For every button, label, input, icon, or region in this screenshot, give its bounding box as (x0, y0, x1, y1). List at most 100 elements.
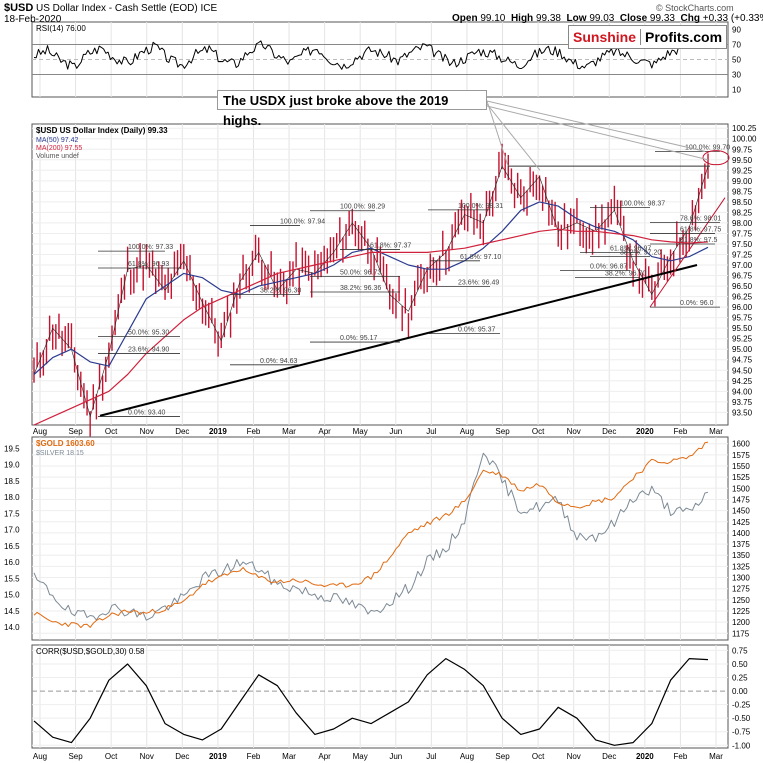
fib-label: 61.8%: 97.10 (460, 254, 501, 261)
corr-y-tick: -0.50 (732, 714, 751, 723)
corr-y-tick: 0.75 (732, 646, 748, 655)
rsi-y-tick: 30 (732, 71, 741, 80)
chart-date: 18-Feb-2020 (4, 14, 62, 25)
support-trendline (99, 264, 698, 417)
gold-y-tick: 1475 (732, 495, 750, 504)
x-tick-label-usd: Dec (175, 427, 189, 436)
usd-y-tick: 98.75 (732, 187, 753, 196)
silver-y-tick: 19.0 (4, 461, 20, 470)
short-trendline (649, 197, 726, 308)
x-tick-label-corr: Mar (709, 752, 723, 761)
usd-y-tick: 97.50 (732, 240, 753, 249)
x-tick-label-usd: Aug (33, 427, 47, 436)
x-tick-label-usd: Oct (105, 427, 118, 436)
corr-y-tick: 0.50 (732, 660, 748, 669)
copyright: © StockCharts.com (656, 3, 734, 13)
fib-label: 0.0%: 96.0 (680, 300, 714, 307)
gold-y-tick: 1375 (732, 540, 750, 549)
gold-y-tick: 1450 (732, 507, 750, 516)
silver-y-tick: 16.5 (4, 542, 20, 551)
fib-label: 0.0%: 95.17 (340, 335, 377, 342)
usd-y-tick: 97.75 (732, 229, 753, 238)
sunshine-profits-logo: Sunshine Profits.com (568, 25, 728, 49)
x-tick-label-usd: Dec (602, 427, 616, 436)
fib-label: 100.0%: 97.33 (128, 244, 173, 251)
x-tick-label-corr: Nov (140, 752, 154, 761)
silver-y-tick: 18.5 (4, 477, 20, 486)
silver-legend: $SILVER 18.15 (36, 450, 84, 457)
fib-label: 23.6%: 96.49 (458, 279, 499, 286)
gold-y-tick: 1400 (732, 529, 750, 538)
rsi-line (33, 36, 709, 70)
fib-label: 100.0%: 98.29 (340, 204, 385, 211)
rsi-y-tick: 70 (732, 41, 741, 50)
usd-y-tick: 93.50 (732, 408, 753, 417)
callout-pointer (486, 105, 709, 161)
x-tick-label-usd: Sep (495, 427, 510, 436)
corr-y-tick: 0.25 (732, 674, 748, 683)
fib-label: 61.8%: 96.93 (128, 261, 169, 268)
x-tick-label-usd: Sep (68, 427, 83, 436)
usd-y-tick: 95.50 (732, 324, 753, 333)
x-tick-label-corr: Sep (495, 752, 510, 761)
fib-label: 38.2%: 96.36 (340, 285, 381, 292)
gold-y-tick: 1350 (732, 551, 750, 560)
usd-y-tick: 96.50 (732, 282, 753, 291)
fib-label: 61.8%: 96.97 (610, 245, 651, 252)
usd-y-tick: 98.50 (732, 198, 753, 207)
silver-line (33, 452, 709, 621)
gold-y-tick: 1600 (732, 440, 750, 449)
x-tick-label-usd: Feb (247, 427, 261, 436)
usd-y-tick: 97.25 (732, 251, 753, 260)
breakout-highlight (702, 150, 730, 166)
usd-y-tick: 98.00 (732, 219, 753, 228)
usd-y-tick: 99.00 (732, 177, 753, 186)
gold-y-tick: 1550 (732, 462, 750, 471)
corr-line (33, 657, 709, 746)
rsi-title: RSI(14) 76.00 (36, 24, 86, 33)
x-tick-label-corr: Nov (567, 752, 581, 761)
gold-y-tick: 1525 (732, 473, 750, 482)
usd-title: $USD US Dollar Index (Daily) 99.33 (36, 126, 168, 135)
x-tick-label-corr: 2019 (209, 752, 227, 761)
x-tick-label-usd: Oct (532, 427, 545, 436)
gold-y-tick: 1575 (732, 451, 750, 460)
callout-pointer (486, 103, 541, 171)
fib-label: 100.0%: 97.94 (280, 218, 325, 225)
x-tick-label-corr: Oct (532, 752, 545, 761)
silver-y-tick: 15.5 (4, 574, 20, 583)
gold-y-tick: 1225 (732, 607, 750, 616)
fib-label: 38.2%: 97.20 (620, 250, 661, 257)
x-tick-label-corr: Apr (318, 752, 331, 761)
usd-y-tick: 100.00 (732, 135, 757, 144)
x-tick-label-usd: Jul (426, 427, 436, 436)
gold-y-tick: 1500 (732, 484, 750, 493)
fib-label: 61.8%: 97.37 (370, 242, 411, 249)
fib-label: 0.0%: 94.63 (260, 358, 297, 365)
fib-label: 100.0%: 99.70 (685, 144, 730, 151)
gold-title: $GOLD 1603.60 (36, 439, 95, 448)
rsi-y-tick: 90 (732, 26, 741, 35)
x-tick-label-corr: Jun (389, 752, 402, 761)
usd-y-tick: 99.50 (732, 156, 753, 165)
x-tick-label-usd: 2019 (209, 427, 227, 436)
fib-label: 61.8%: 97.75 (680, 226, 721, 233)
usd-y-tick: 98.25 (732, 208, 753, 217)
gold-line (33, 441, 709, 629)
usd-y-tick: 94.50 (732, 366, 753, 375)
fib-label: 0.0%: 93.40 (128, 410, 165, 417)
silver-y-tick: 16.0 (4, 558, 20, 567)
usd-y-tick: 96.25 (732, 293, 753, 302)
index-name: US Dollar Index - Cash Settle (EOD) ICE (36, 3, 218, 14)
usd-y-tick: 94.75 (732, 356, 753, 365)
silver-y-tick: 14.5 (4, 607, 20, 616)
callout-pointer (486, 100, 706, 152)
x-tick-label-usd: Mar (282, 427, 296, 436)
gold-y-tick: 1200 (732, 618, 750, 627)
x-tick-label-usd: Nov (140, 427, 154, 436)
silver-y-tick: 17.5 (4, 509, 20, 518)
silver-y-tick: 19.5 (4, 444, 20, 453)
usd-y-tick: 96.75 (732, 272, 753, 281)
gold-y-tick: 1275 (732, 585, 750, 594)
corr-y-tick: -1.00 (732, 741, 751, 750)
